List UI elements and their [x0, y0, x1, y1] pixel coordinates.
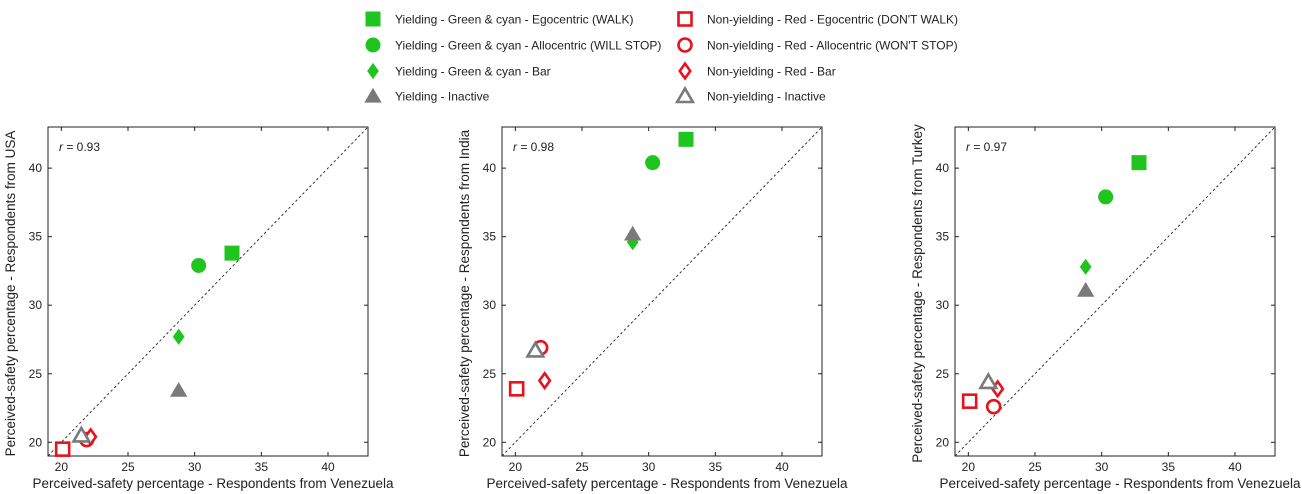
- y-tick-label: 35: [936, 230, 950, 244]
- x-tick-label: 40: [775, 460, 789, 474]
- point-non-yielding-inactive: [71, 425, 92, 443]
- legend-label: Yielding - Green & cyan - Allocentric (W…: [395, 39, 661, 53]
- identity-line: [501, 126, 823, 457]
- identity-line: [47, 126, 369, 457]
- legend-marker-yielding-green-cyan-bar: [367, 62, 379, 80]
- x-tick-label: 35: [255, 460, 269, 474]
- y-tick-label: 40: [483, 161, 497, 175]
- y-tick-label: 20: [29, 435, 43, 449]
- x-tick-label: 25: [121, 460, 135, 474]
- legend-marker-non-yielding-red-egocentric-don-t-walk: [677, 11, 693, 27]
- legend-label: Yielding - Green & cyan - Bar: [395, 65, 551, 79]
- point-yielding-green-cyan-egocentric-walk: [1131, 155, 1147, 171]
- y-axis-title: Perceived-safety percentage - Respondent…: [910, 124, 925, 463]
- y-tick-label: 20: [483, 435, 497, 449]
- point-yielding-green-cyan-egocentric-walk: [678, 131, 694, 147]
- plot-frame: [47, 126, 369, 457]
- legend-marker-yielding-inactive: [364, 87, 382, 103]
- plot-frame: [954, 126, 1276, 457]
- correlation-label: r = 0.93: [59, 140, 100, 154]
- y-axis-title: Perceived-safety percentage - Respondent…: [457, 129, 472, 457]
- y-tick-label: 40: [29, 161, 43, 175]
- point-non-yielding-red-bar: [537, 371, 552, 391]
- x-tick-label: 25: [575, 460, 589, 474]
- correlation-label: r = 0.98: [513, 140, 554, 154]
- point-non-yielding-red-allocentric-won-t-stop: [985, 398, 1002, 415]
- x-axis-title: Perceived-safety percentage - Respondent…: [940, 476, 1301, 491]
- point-yielding-green-cyan-egocentric-walk: [224, 245, 240, 261]
- x-tick-label: 40: [321, 460, 335, 474]
- point-non-yielding-red-egocentric-don-t-walk: [508, 381, 525, 397]
- point-yielding-green-cyan-bar: [1079, 258, 1092, 275]
- point-yielding-inactive: [624, 225, 642, 241]
- point-yielding-green-cyan-allocentric-will-stop: [1098, 189, 1114, 205]
- legend-marker-non-yielding-red-allocentric-won-t-stop: [677, 37, 693, 53]
- plot-frame: [501, 126, 823, 457]
- point-non-yielding-red-egocentric-don-t-walk: [54, 441, 71, 457]
- y-tick-label: 25: [483, 367, 497, 381]
- point-yielding-green-cyan-bar: [172, 328, 185, 345]
- legend-label: Yielding - Inactive: [395, 90, 490, 104]
- y-tick-label: 30: [483, 298, 497, 312]
- point-yielding-green-cyan-allocentric-will-stop: [645, 155, 661, 171]
- y-tick-label: 30: [29, 298, 43, 312]
- legend-marker-non-yielding-red-bar: [678, 61, 692, 81]
- x-tick-label: 20: [509, 460, 523, 474]
- y-axis-title: Perceived-safety percentage - Respondent…: [3, 131, 18, 457]
- scatter-panel-3: 20 25 30 35 40 20 25 30 35 40 Perceived-safety per…: [910, 124, 1301, 491]
- y-tick-label: 35: [483, 230, 497, 244]
- point-yielding-inactive: [170, 381, 188, 397]
- legend-label: Non-yielding - Red - Allocentric (WON'T …: [707, 39, 958, 53]
- legend-label: Yielding - Green & cyan - Egocentric (WA…: [395, 13, 634, 27]
- x-tick-label: 25: [1028, 460, 1042, 474]
- x-axis-title: Perceived-safety percentage - Respondent…: [33, 476, 394, 491]
- y-tick-label: 25: [936, 367, 950, 381]
- chart-panels: 20 25 30 35 40 20 25 30 35 40 Perceived-safety per…: [3, 124, 1301, 491]
- legend-marker-yielding-green-cyan-allocentric-will-stop: [365, 37, 381, 53]
- legend-label: Non-yielding - Inactive: [707, 90, 826, 104]
- x-tick-label: 30: [1095, 460, 1109, 474]
- y-tick-label: 40: [936, 161, 950, 175]
- y-tick-label: 35: [29, 230, 43, 244]
- x-tick-label: 35: [1162, 460, 1176, 474]
- x-tick-label: 30: [642, 460, 656, 474]
- point-non-yielding-red-egocentric-don-t-walk: [961, 393, 978, 409]
- x-tick-label: 40: [1228, 460, 1242, 474]
- x-tick-label: 20: [962, 460, 976, 474]
- legend-marker-non-yielding-inactive: [674, 85, 696, 104]
- legend-label: Non-yielding - Red - Bar: [707, 65, 836, 79]
- point-non-yielding-red-bar: [83, 427, 98, 447]
- x-axis-title: Perceived-safety percentage - Respondent…: [487, 476, 848, 491]
- y-tick-label: 25: [29, 367, 43, 381]
- y-tick-label: 30: [936, 298, 950, 312]
- identity-line: [954, 126, 1276, 457]
- legend-marker-yielding-green-cyan-egocentric-walk: [365, 11, 381, 27]
- point-yielding-green-cyan-allocentric-will-stop: [191, 257, 207, 273]
- y-tick-label: 20: [936, 435, 950, 449]
- point-non-yielding-inactive: [525, 340, 546, 358]
- correlation-label: r = 0.97: [966, 140, 1007, 154]
- x-tick-label: 30: [188, 460, 202, 474]
- x-tick-label: 35: [709, 460, 723, 474]
- point-non-yielding-inactive: [978, 371, 999, 390]
- point-yielding-inactive: [1077, 281, 1095, 297]
- legend: Yielding - Green & cyan - Egocentric (WA…: [364, 11, 958, 104]
- scatter-panel-2: 20 25 30 35 40 20 25 30 35 40 Perceived-safety per…: [457, 126, 848, 491]
- legend-label: Non-yielding - Red - Egocentric (DON'T W…: [707, 13, 958, 27]
- x-tick-label: 20: [55, 460, 69, 474]
- scatter-panel-1: 20 25 30 35 40 20 25 30 35 40 Perceived-safety per…: [3, 126, 394, 491]
